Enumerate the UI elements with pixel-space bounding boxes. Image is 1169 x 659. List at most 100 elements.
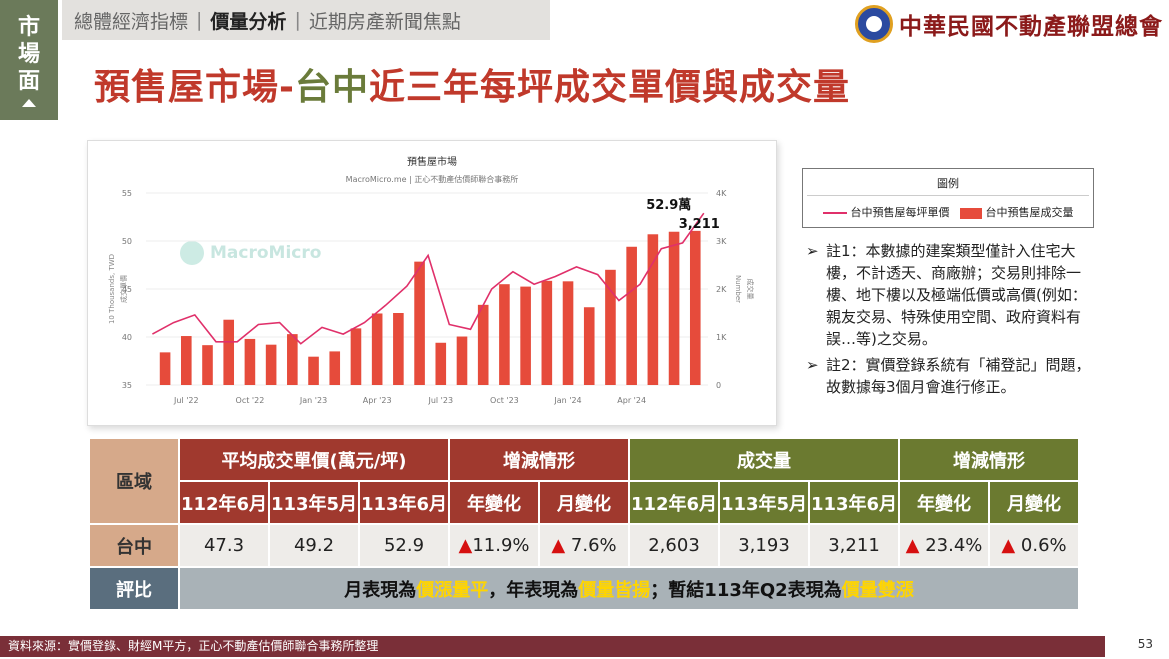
y-left-label: 10 Thousands, TWD <box>108 254 116 324</box>
volume-bar <box>605 269 616 385</box>
change-value: 0.6% <box>1020 535 1067 556</box>
up-arrow-icon: ▲ <box>458 535 473 556</box>
note-text: 註1：本數據的建案類型僅計入住宅大樓，不計透天、商廠辦；交易則排除一樓、地下樓以… <box>826 242 1087 348</box>
price-line <box>152 212 705 345</box>
price-cell: 52.9 <box>360 525 448 566</box>
legend-item-price: 台中預售屋每坪單價 <box>822 204 950 220</box>
legend-label: 台中預售屋成交量 <box>985 206 1074 219</box>
x-tick: Jul '22 <box>173 396 199 405</box>
yoy-header: 年變化 <box>900 482 988 523</box>
region-header: 區域 <box>90 439 178 523</box>
section-tab-char: 市 <box>17 15 40 40</box>
x-tick: Apr '24 <box>617 396 646 405</box>
title-part1: 預售屋市場- <box>94 67 295 108</box>
nav-tab-price-volume[interactable]: 價量分析 <box>210 10 287 33</box>
eval-highlight: 價量雙漲 <box>841 579 914 601</box>
volume-bar <box>541 280 553 385</box>
y-right-label-cn: 成交量 <box>746 279 755 300</box>
page-title: 預售屋市場-台中近三年每坪成交單價與成交量 <box>94 58 850 110</box>
eval-text: 月表現為價漲量平，年表現為價量皆揚；暫結113年Q2表現為價量雙漲 <box>180 568 1078 609</box>
price-header: 平均成交單價(萬元/坪) <box>180 439 448 480</box>
mom-header: 月變化 <box>990 482 1078 523</box>
volume-cell: 3,193 <box>720 525 808 566</box>
change-value: 23.4% <box>925 535 983 556</box>
up-arrow-icon: ▲ <box>1001 535 1016 556</box>
watermark-text: MacroMicro <box>210 243 322 263</box>
eval-part: ，年表現為 <box>488 579 579 601</box>
volume-header: 成交量 <box>630 439 898 480</box>
eval-part: 月表現為 <box>344 579 417 601</box>
volume-bar <box>371 313 383 385</box>
volume-bar <box>180 336 192 385</box>
price-cell: 47.3 <box>180 525 268 566</box>
y-right-label: Number <box>734 275 742 303</box>
y-right-tick: 3K <box>716 237 727 246</box>
bar-swatch-icon <box>959 207 982 219</box>
volume-bar <box>350 328 362 385</box>
legend-label: 台中預售屋每坪單價 <box>850 206 950 219</box>
org-logo: 中華民國不動產聯盟總會 <box>855 2 1163 46</box>
nav-divider: | <box>294 9 301 31</box>
price-annotation: 52.9萬 <box>646 197 691 213</box>
period-header: 112年6月 <box>630 482 718 523</box>
chart-card: MacroMicro 預售屋市場 MacroMicro.me | 正心不動產估價師… <box>87 140 777 426</box>
period-header: 113年6月 <box>810 482 898 523</box>
y-left-tick: 50 <box>122 237 132 246</box>
price-cell: 49.2 <box>270 525 358 566</box>
volume-bar <box>265 344 277 385</box>
y-left-tick: 35 <box>122 381 132 390</box>
section-tab-char: 面 <box>17 69 40 94</box>
price-yoy-cell: ▲11.9% <box>450 525 538 566</box>
volume-bar <box>393 313 404 385</box>
x-tick: Jan '23 <box>299 396 327 405</box>
x-tick: Jul '23 <box>427 396 453 405</box>
y-left-tick: 55 <box>122 189 132 198</box>
nav-tab-macro[interactable]: 總體經濟指標 <box>74 10 189 33</box>
chart-watermark: MacroMicro <box>180 241 321 265</box>
nav-tab-news[interactable]: 近期房產新聞焦點 <box>308 10 461 33</box>
yoy-header: 年變化 <box>450 482 538 523</box>
volume-bar <box>477 304 489 385</box>
note-text: 註2：實價登錄系統有「補登記」問題，故數據每3個月會進行修正。 <box>826 356 1091 396</box>
title-part3: 近三年每坪成交單價與成交量 <box>368 67 850 108</box>
volume-bar <box>223 319 235 385</box>
volume-bar <box>456 336 468 385</box>
volume-bar <box>520 286 531 385</box>
y-left-label-cn: 成交單價 <box>119 275 128 303</box>
volume-bar <box>668 231 680 385</box>
volume-bar <box>499 284 510 385</box>
volume-bar <box>414 261 425 385</box>
volume-bar <box>287 334 298 385</box>
eval-label: 評比 <box>90 568 178 609</box>
y-right-tick: 2K <box>716 285 727 294</box>
volume-bar <box>647 234 659 385</box>
change-value: 11.9% <box>472 535 530 556</box>
volume-yoy-cell: ▲ 23.4% <box>900 525 988 566</box>
title-region: 台中 <box>294 67 369 108</box>
volume-bar <box>159 352 171 385</box>
chart-subtitle: MacroMicro.me | 正心不動產估價師聯合事務所 <box>346 174 519 184</box>
volume-bar <box>308 356 319 385</box>
chart-title: 預售屋市場 <box>407 155 457 168</box>
page-number: 53 <box>1137 637 1153 651</box>
x-tick: Oct '22 <box>236 396 265 405</box>
eval-part: ；暫結113年Q2表現為 <box>650 579 842 601</box>
up-triangle-icon <box>22 99 36 107</box>
volume-bar <box>244 338 256 385</box>
volume-bar <box>626 246 637 385</box>
volume-change-header: 增減情形 <box>900 439 1078 480</box>
org-name: 中華民國不動產聯盟總會 <box>899 13 1163 40</box>
y-right-tick: 1K <box>716 333 727 342</box>
note-item: ➢ 註2：實價登錄系統有「補登記」問題，故數據每3個月會進行修正。 <box>806 354 1096 398</box>
up-arrow-icon: ▲ <box>551 535 566 556</box>
price-mom-cell: ▲ 7.6% <box>540 525 628 566</box>
summary-table: 區域 平均成交單價(萬元/坪) 增減情形 成交量 增減情形 112年6月 113… <box>88 437 1080 611</box>
volume-annotation: 3,211 <box>679 217 720 232</box>
price-change-header: 增減情形 <box>450 439 628 480</box>
chart-svg: 預售屋市場 MacroMicro.me | 正心不動產估價師聯合事務所 35 40 45… <box>108 155 755 405</box>
volume-bar <box>202 345 213 385</box>
change-value: 7.6% <box>570 535 617 556</box>
volume-bar <box>689 230 701 385</box>
volume-bar <box>562 281 574 385</box>
volume-bar <box>583 307 595 385</box>
